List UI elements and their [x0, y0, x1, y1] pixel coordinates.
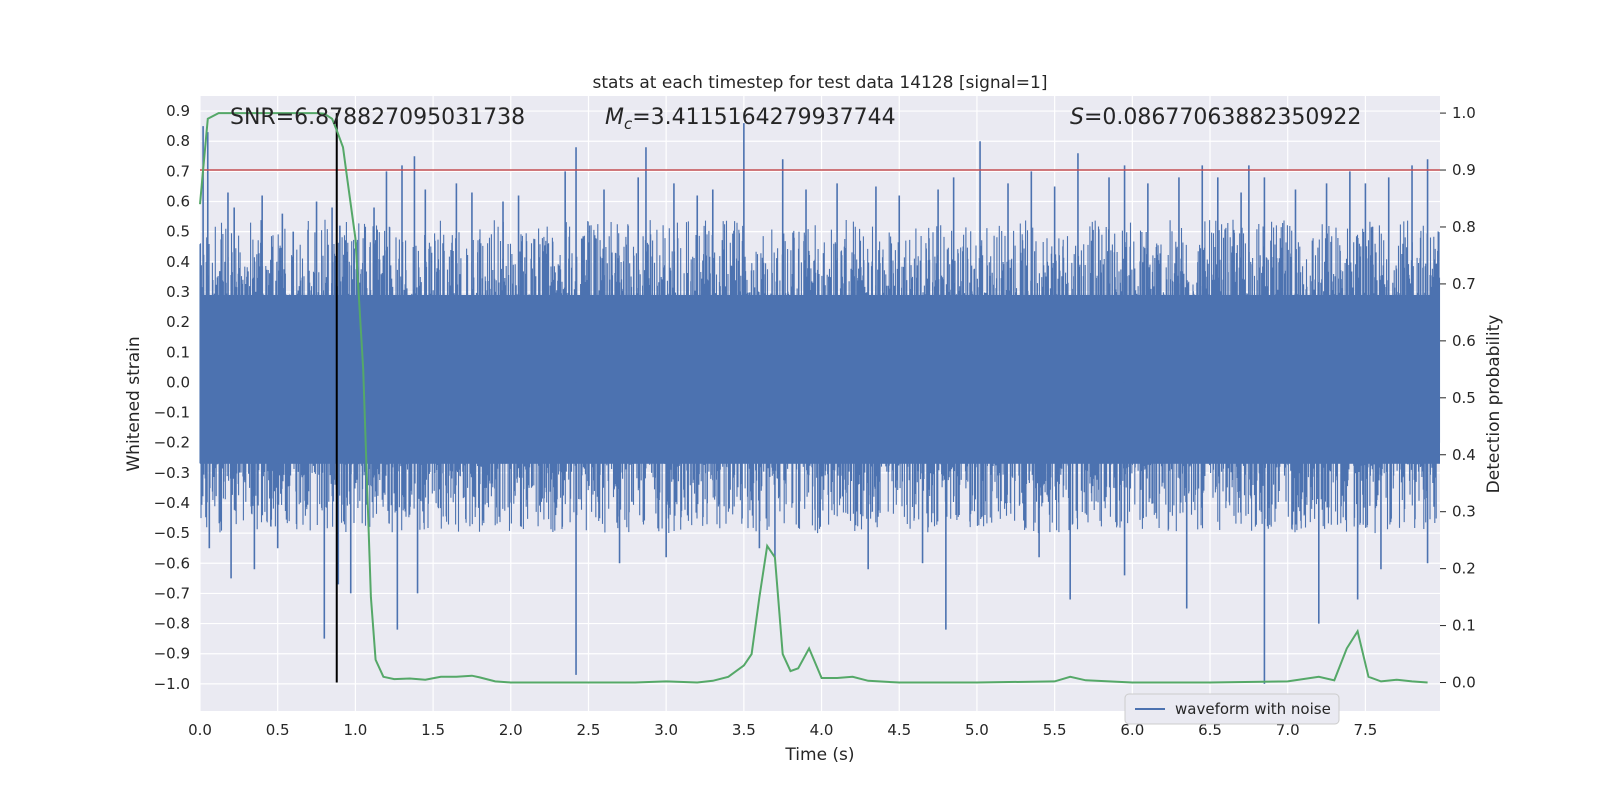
- s-symbol: S: [1070, 105, 1084, 130]
- chart-title: stats at each timestep for test data 141…: [593, 73, 1048, 93]
- x-tick-label: 6.5: [1198, 721, 1222, 739]
- x-tick-label: 5.0: [965, 721, 989, 739]
- x-tick-label: 3.5: [732, 721, 756, 739]
- y-tick-label: 0.4: [166, 253, 190, 271]
- x-tick-label: 1.5: [421, 721, 445, 739]
- x-tick-label: 3.0: [654, 721, 678, 739]
- y-tick-label: −0.6: [154, 554, 190, 572]
- y2-tick-label: 0.2: [1452, 560, 1476, 578]
- y2-tick-label: 0.7: [1452, 275, 1476, 293]
- y2-tick-label: 0.4: [1452, 446, 1476, 464]
- x-tick-label: 1.0: [343, 721, 367, 739]
- y-tick-label: −0.7: [154, 584, 190, 602]
- waveform-core-band: [200, 294, 1440, 464]
- y2-tick-label: 0.8: [1452, 218, 1476, 236]
- x-tick-labels: 0.0 0.5 1.0 1.5 2.0 2.5 3.0 3.5 4.0 4.5 5.0 5.5 6.0 6…: [188, 721, 1377, 739]
- y-tick-label: 0.0: [166, 373, 190, 391]
- y-tick-label: 0.7: [166, 162, 190, 180]
- chirp-mass-subscript: c: [624, 115, 633, 133]
- y-tick-label: −1.0: [154, 675, 190, 693]
- y-tick-label: 0.3: [166, 283, 190, 301]
- y2-tick-label: 0.0: [1452, 674, 1476, 692]
- y-tick-label: −0.9: [154, 645, 190, 663]
- y-tick-label: −0.2: [154, 434, 190, 452]
- x-tick-label: 6.0: [1120, 721, 1144, 739]
- s-value: =0.08677063882350922: [1084, 105, 1361, 130]
- x-tick-label: 4.0: [810, 721, 834, 739]
- y-tick-label: −0.1: [154, 404, 190, 422]
- y-axis-label: Whitened strain: [124, 336, 144, 471]
- x-tick-label: 4.5: [887, 721, 911, 739]
- y2-tick-label: 1.0: [1452, 104, 1476, 122]
- waveform-series: [199, 123, 1441, 684]
- legend-box: [1124, 693, 1340, 725]
- chirp-mass-value: =3.4115164279937744: [632, 105, 895, 130]
- y-tick-label: −0.4: [154, 494, 190, 512]
- snr-annotation: SNR=6.878827095031738: [230, 105, 525, 130]
- chirp-mass-annotation: Mc=3.4115164279937744: [605, 105, 896, 133]
- y2-tick-label: 0.9: [1452, 161, 1476, 179]
- x-tick-label: 2.0: [499, 721, 523, 739]
- detection-probability-line: [199, 112, 1428, 684]
- y2-tick-label: 0.1: [1452, 617, 1476, 635]
- y-tick-label: 0.1: [166, 343, 190, 361]
- y-tick-label: 0.5: [166, 223, 190, 241]
- chirp-mass-symbol: M: [605, 105, 624, 130]
- y2-tick-label: 0.6: [1452, 332, 1476, 350]
- y-tick-label: 0.8: [166, 132, 190, 150]
- x-tick-label: 2.5: [577, 721, 601, 739]
- y2-axis-label: Detection probability: [1484, 315, 1504, 494]
- y-tick-labels: 0.9 0.8 0.7 0.6 0.5 0.4 0.3 0.2 0.1 0.0 −0.1 −0.2 −0…: [154, 102, 190, 693]
- y-tick-label: 0.9: [166, 102, 190, 120]
- x-tick-label: 7.0: [1276, 721, 1300, 739]
- y2-tick-labels: 1.0 0.9 0.8 0.7 0.6 0.5 0.4 0.3 0.2 0.1 0.0: [1440, 104, 1476, 692]
- x-tick-label: 7.5: [1353, 721, 1377, 739]
- x-tick-label: 5.5: [1043, 721, 1067, 739]
- y2-tick-label: 0.5: [1452, 389, 1476, 407]
- y-tick-label: −0.3: [154, 464, 190, 482]
- x-tick-label: 0.0: [188, 721, 212, 739]
- y-tick-label: 0.2: [166, 313, 190, 331]
- y-tick-label: −0.5: [154, 524, 190, 542]
- y-tick-label: 0.6: [166, 193, 190, 211]
- y2-tick-label: 0.3: [1452, 503, 1476, 521]
- y-tick-label: −0.8: [154, 615, 190, 633]
- x-tick-label: 0.5: [266, 721, 290, 739]
- s-annotation: S=0.08677063882350922: [1070, 105, 1361, 130]
- legend-label: waveform with noise: [1175, 700, 1331, 718]
- x-axis-label: Time (s): [784, 745, 854, 765]
- legend: waveform with noise: [1124, 693, 1340, 725]
